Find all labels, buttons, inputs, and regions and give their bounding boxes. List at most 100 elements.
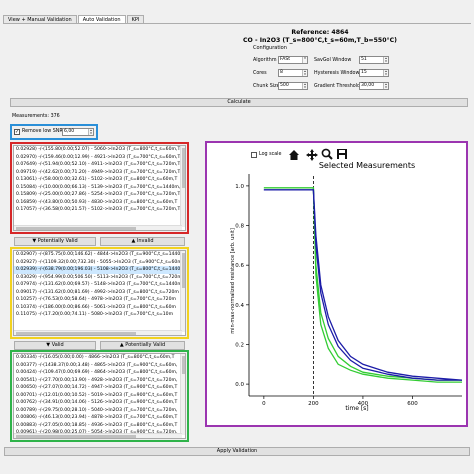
valid-button[interactable]: ▼ Valid — [14, 341, 96, 350]
chart-x-tick-label: 400 — [358, 401, 369, 407]
list-item[interactable]: 0.17057) -/-(36.58(0.00;21.57) - 5102->I… — [16, 207, 181, 212]
log-scale-checkbox[interactable] — [251, 152, 257, 158]
list-item[interactable]: 0.00701) -/-(12.01(0.00;10.52) - 5019->I… — [16, 392, 178, 398]
algorithm-value: FASt — [280, 57, 291, 62]
algorithm-select[interactable]: FASt ▾ — [278, 56, 308, 64]
scrollbar-horizontal[interactable] — [14, 225, 182, 230]
potentially-valid-button-top[interactable]: ▼ Potentially Valid — [14, 237, 96, 246]
list-item[interactable]: 0.00789) -/-(29.75(0.00;28.10) - 5040->I… — [16, 407, 178, 413]
list-item[interactable]: 0.03029) -/-(954.99(0.00;506.50) - 5113-… — [16, 274, 182, 280]
stepper-arrows-icon: ▴ ▾ — [383, 57, 388, 63]
list-item[interactable]: 0.16859) -/-(43.80(0.00;50.93) - 4830->I… — [16, 199, 178, 205]
reference-title: Reference: 4864 — [291, 29, 349, 36]
tab-view-manual-validation[interactable]: View + Manual Validation — [3, 15, 77, 24]
list-item[interactable]: 0.00650) -/-(27.07(0.00;14.72) - 4947->I… — [16, 385, 178, 390]
tab-bar: View + Manual Validation Auto Validation… — [3, 15, 145, 24]
tab-kpi[interactable]: KPI — [126, 15, 145, 24]
list-item[interactable]: 0.00806) -/-(46.13(0.00;23.94) - 4878->I… — [16, 415, 178, 420]
algorithm-label: Algorithm — [253, 58, 277, 63]
list-item[interactable]: 0.07974) -/-(131.62(0.00;69.57) - 5148->… — [16, 282, 182, 287]
list-item[interactable]: 0.10374) -/-(186.00(0.00;86.66) - 5061->… — [16, 304, 176, 310]
chart-x-tick-label: 200 — [308, 401, 319, 407]
list-item[interactable]: 0.09719) -/-(42.62(0.00;71.20) - 4949->I… — [16, 169, 181, 175]
cores-label: Cores — [253, 71, 267, 76]
chart-series-line — [263, 187, 462, 381]
arrow-up-icon: ▲ — [131, 238, 137, 244]
zoom-icon[interactable] — [321, 148, 333, 160]
chart-series-line — [263, 189, 462, 381]
save-icon[interactable] — [337, 149, 347, 159]
plot-toolbar — [289, 148, 347, 161]
hysteresis-stepper[interactable]: 15 ▴ ▾ — [359, 69, 389, 77]
config-title: Configuration — [253, 45, 287, 51]
list-item[interactable]: 0.15809) -/-(25.00(0.00;27.86) - 5254->I… — [16, 192, 181, 197]
arrow-down-icon: ▼ — [46, 342, 52, 348]
scrollbar-vertical[interactable] — [180, 146, 185, 227]
chart-y-tick-label: 0.6 — [235, 263, 244, 269]
arrow-down-icon: ▼ — [32, 238, 38, 244]
list-item[interactable]: 0.02927) -/-(1109.32(0.00;732.30) - 5055… — [16, 259, 184, 265]
list-item[interactable]: 0.02970) -/-(159.46(0.00;12.99) - 4921->… — [16, 154, 181, 160]
valid-list[interactable]: 0.00334) -/-(16.05(0.00;0.00) - 4866->In… — [13, 353, 186, 439]
tab-auto-validation[interactable]: Auto Validation — [77, 15, 126, 24]
stepper-arrows-icon: ▴ ▾ — [383, 70, 388, 76]
move-icon[interactable] — [306, 149, 318, 161]
chart-title: Selected Measurements — [319, 161, 415, 170]
savgol-stepper[interactable]: 51 ▴ ▾ — [359, 56, 389, 64]
scrollbar-horizontal[interactable] — [14, 330, 182, 335]
chart-y-tick-label: 0.2 — [235, 342, 244, 348]
invalid-button[interactable]: ▲ Invalid — [100, 237, 185, 246]
list-item[interactable]: 0.02928) -/-(155.80(0.00;52.07) - 5060->… — [16, 147, 181, 152]
chunk-size-value: 500 — [280, 83, 289, 88]
potentially-valid-list[interactable]: 0.02907) -/-(875.75(0.00;146.62) - 4844-… — [13, 250, 186, 336]
list-item[interactable]: 0.09017) -/-(131.62(0.00;81.69) - 4992->… — [16, 289, 179, 295]
chart-x-tick-label: 0 — [262, 401, 266, 407]
invalid-candidates-list[interactable]: 0.02928) -/-(155.80(0.00;52.07) - 5060->… — [13, 145, 186, 231]
scrollbar-vertical[interactable] — [180, 354, 185, 435]
list-item[interactable]: 0.00883) -/-(27.05(0.00;18.85) - 4936->I… — [16, 422, 178, 428]
list-item[interactable]: 0.07649) -/-(51.94(0.00;52.10) - 4911->I… — [16, 162, 181, 167]
chart-xlabel: time [s] — [345, 405, 368, 412]
list-item[interactable]: 0.10257) -/-(76.53(0.00;58.64) - 4978->I… — [16, 297, 176, 302]
stepper-arrows-icon: ▴ ▾ — [302, 70, 307, 76]
list-item[interactable]: 0.00424) -/-(109.47(0.00;69.69) - 4864->… — [16, 370, 178, 375]
list-item[interactable]: 0.00541) -/-(27.70(0.00;13.90) - 4928->I… — [16, 377, 178, 383]
invalid-label: Invalid — [136, 238, 154, 244]
list-item[interactable]: 0.11075) -/-(17.20(0.00;74.11) - 5080->I… — [16, 312, 174, 317]
snr-threshold-stepper[interactable]: 6,00 ▴ ▾ — [62, 128, 94, 136]
snr-checkbox[interactable]: ✓ — [14, 129, 20, 135]
snr-value: 6,00 — [64, 129, 75, 134]
chunk-size-stepper[interactable]: 500 ▴ ▾ — [278, 82, 308, 90]
valid-label: Valid — [51, 342, 64, 348]
list-item[interactable]: 0.02907) -/-(875.75(0.00;146.62) - 4844-… — [16, 252, 181, 257]
list-item[interactable]: 0.00334) -/-(16.05(0.00;0.00) - 4866->In… — [16, 355, 175, 360]
list-item[interactable]: 0.00377) -/-(1438.37(0.00;3.48) - 4865->… — [16, 362, 178, 368]
hysteresis-label: Hysteresis Window — [314, 71, 360, 76]
chart-series-line — [263, 189, 463, 381]
chart-y-tick-label: 0.4 — [235, 303, 244, 309]
measurements-chart[interactable]: Selected Measurements min-max-normalized… — [207, 158, 466, 424]
log-scale-label: Log scale — [259, 152, 282, 157]
list-item[interactable]: 0.15084) -/-(10.00(0.00;66.13) - 5139->I… — [16, 184, 181, 190]
chart-ylabel: min-max-normalized resistance [arb. unit… — [230, 228, 236, 334]
savgol-label: SavGol Window — [314, 58, 352, 63]
snr-label: Remove low SNR — [22, 129, 63, 134]
apply-validation-button[interactable]: Apply Validation — [4, 447, 470, 456]
valid-frame — [10, 350, 189, 442]
calculate-button[interactable]: Calculate — [10, 98, 468, 107]
potentially-valid-button-bottom[interactable]: ▲ Potentially Valid — [100, 341, 185, 350]
cores-stepper[interactable]: 8 ▴ ▾ — [278, 69, 308, 77]
list-item[interactable]: 0.00961) -/-(20.98(0.00;25.07) - 5054->I… — [14, 429, 185, 437]
scrollbar-horizontal[interactable] — [14, 433, 182, 438]
gradient-stepper[interactable]: 30,00 ▴ ▾ — [359, 82, 389, 90]
chart-y-tick-label: 0.0 — [235, 382, 244, 388]
list-item[interactable]: 0.13061) -/-(58.00(0.00;32.61) - 5102->I… — [16, 177, 178, 182]
home-icon[interactable] — [289, 150, 299, 160]
chart-y-tick-label: 1.0 — [235, 184, 244, 190]
list-item[interactable]: 0.00762) -/-(34.91(0.00;14.06) - 5126->I… — [16, 400, 178, 405]
scrollbar-vertical[interactable] — [180, 251, 185, 332]
list-item[interactable]: 0.02939) -/-(638.79(0.00;196.03) - 5108-… — [14, 266, 185, 274]
cores-value: 8 — [280, 70, 283, 75]
potentially-valid-label: Potentially Valid — [37, 238, 78, 244]
tab-divider — [3, 23, 471, 24]
